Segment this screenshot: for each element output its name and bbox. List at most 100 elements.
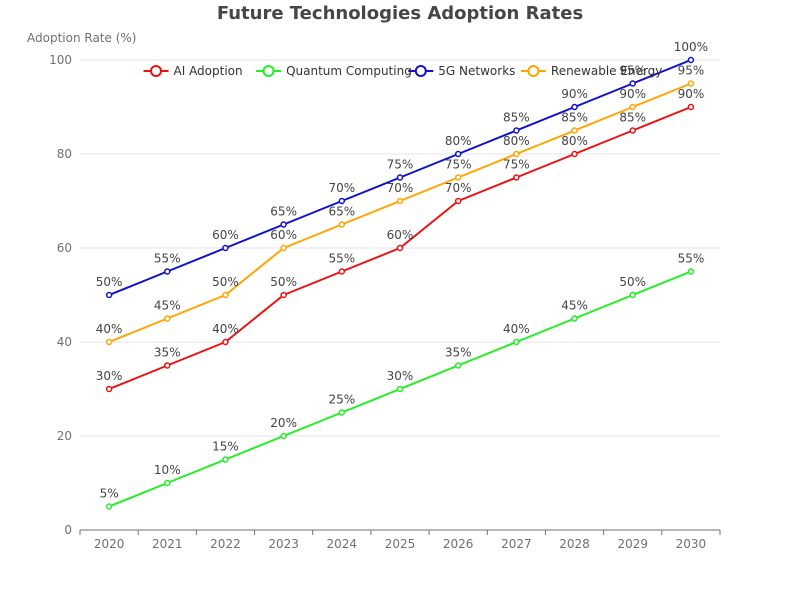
chart-title: Future Technologies Adoption Rates: [217, 3, 583, 24]
data-label-renewable-energy: 60%: [270, 228, 297, 242]
data-point-5g-networks[interactable]: [164, 268, 171, 275]
data-point-quantum-computing[interactable]: [105, 503, 113, 510]
y-tick-label: 80: [57, 147, 72, 161]
data-point-5g-networks[interactable]: [629, 80, 636, 87]
data-label-5g-networks: 65%: [270, 205, 297, 219]
data-label-ai-adoption: 70%: [445, 181, 472, 195]
data-label-renewable-energy: 40%: [96, 322, 123, 336]
data-label-renewable-energy: 95%: [678, 64, 705, 78]
data-label-ai-adoption: 35%: [154, 346, 181, 360]
data-label-quantum-computing: 25%: [328, 393, 355, 407]
data-label-5g-networks: 90%: [561, 87, 588, 101]
data-point-renewable-energy[interactable]: [571, 127, 578, 134]
data-point-quantum-computing[interactable]: [396, 385, 404, 393]
legend-item-renewable-energy[interactable]: Renewable Energy: [520, 64, 663, 78]
data-point-ai-adoption[interactable]: [105, 385, 113, 393]
data-label-ai-adoption: 55%: [328, 252, 355, 266]
y-tick-label: 60: [57, 241, 72, 255]
x-tick-label: 2030: [676, 537, 707, 551]
legend-item-5g-networks[interactable]: 5G Networks: [408, 64, 515, 78]
legend-item-ai-adoption[interactable]: AI Adoption: [143, 64, 243, 78]
data-label-renewable-energy: 70%: [387, 181, 414, 195]
data-point-5g-networks[interactable]: [571, 103, 578, 111]
data-point-5g-networks[interactable]: [687, 56, 695, 64]
x-tick-label: 2021: [152, 537, 183, 551]
data-point-quantum-computing[interactable]: [338, 409, 346, 416]
data-point-renewable-energy[interactable]: [105, 338, 113, 346]
legend[interactable]: AI Adoption Quantum Computing 5G Networks R…: [143, 64, 663, 78]
data-point-5g-networks[interactable]: [338, 197, 346, 205]
data-point-ai-adoption[interactable]: [571, 150, 578, 158]
data-point-ai-adoption[interactable]: [454, 197, 462, 205]
y-tick-label: 0: [64, 523, 72, 537]
series-line-renewable-energy[interactable]: [108, 82, 692, 343]
data-point-renewable-energy[interactable]: [513, 150, 520, 158]
data-point-renewable-energy[interactable]: [338, 221, 346, 228]
legend-label: 5G Networks: [438, 64, 515, 78]
data-point-5g-networks[interactable]: [222, 244, 229, 252]
data-point-5g-networks[interactable]: [105, 291, 113, 299]
legend-swatch-marker: [150, 65, 162, 77]
legend-item-quantum-computing[interactable]: Quantum Computing: [256, 64, 412, 78]
x-tick-label: 2027: [501, 537, 532, 551]
data-point-renewable-energy[interactable]: [454, 174, 462, 181]
data-point-5g-networks[interactable]: [280, 221, 287, 228]
data-point-5g-networks[interactable]: [396, 174, 404, 181]
data-point-quantum-computing[interactable]: [164, 479, 171, 487]
data-point-renewable-energy[interactable]: [222, 291, 229, 299]
data-point-quantum-computing[interactable]: [280, 432, 287, 440]
legend-swatch-marker: [262, 65, 275, 77]
data-point-5g-networks[interactable]: [513, 127, 520, 134]
data-label-quantum-computing: 20%: [270, 416, 297, 430]
data-point-ai-adoption[interactable]: [687, 103, 695, 111]
data-point-ai-adoption[interactable]: [629, 127, 636, 134]
data-point-ai-adoption[interactable]: [164, 362, 171, 369]
data-point-quantum-computing[interactable]: [629, 291, 636, 299]
data-label-quantum-computing: 45%: [561, 299, 588, 313]
data-label-renewable-energy: 65%: [328, 205, 355, 219]
data-point-ai-adoption[interactable]: [396, 244, 404, 252]
data-label-ai-adoption: 80%: [561, 134, 588, 148]
data-point-renewable-energy[interactable]: [396, 197, 404, 205]
data-point-renewable-energy[interactable]: [629, 103, 636, 111]
legend-swatch-marker: [527, 65, 540, 77]
y-tick-label: 100: [49, 53, 72, 67]
data-point-renewable-energy[interactable]: [687, 80, 695, 87]
x-tick-label: 2029: [617, 537, 648, 551]
x-tick-label: 2024: [327, 537, 358, 551]
data-label-quantum-computing: 10%: [154, 463, 181, 477]
x-tick-label: 2026: [443, 537, 474, 551]
data-label-renewable-energy: 75%: [445, 158, 472, 172]
data-point-ai-adoption[interactable]: [222, 338, 229, 346]
data-point-5g-networks[interactable]: [454, 150, 462, 158]
data-label-ai-adoption: 90%: [678, 87, 705, 101]
series-lines: [105, 56, 695, 510]
data-label-quantum-computing: 40%: [503, 322, 530, 336]
axes: 0 20 40 60 80 100 2020 2021 2022 2023 2024 2025 2026…: [49, 53, 721, 551]
data-point-quantum-computing[interactable]: [513, 338, 520, 346]
data-label-renewable-energy: 80%: [503, 134, 530, 148]
x-tick-label: 2028: [559, 537, 590, 551]
data-labels: 30% 35% 40% 50% 55% 60% 70% 75% 80% 85% 90% 5% 10% 15…: [96, 40, 708, 501]
data-label-5g-networks: 70%: [328, 181, 355, 195]
data-label-5g-networks: 60%: [212, 228, 239, 242]
data-point-quantum-computing[interactable]: [571, 315, 578, 322]
data-point-ai-adoption[interactable]: [338, 268, 346, 275]
data-point-ai-adoption[interactable]: [513, 174, 520, 181]
data-point-quantum-computing[interactable]: [687, 268, 695, 275]
data-point-renewable-energy[interactable]: [280, 244, 287, 252]
data-point-renewable-energy[interactable]: [164, 315, 171, 322]
data-label-renewable-energy: 90%: [619, 87, 646, 101]
data-label-quantum-computing: 35%: [445, 346, 472, 360]
data-point-ai-adoption[interactable]: [280, 291, 287, 299]
data-point-quantum-computing[interactable]: [222, 456, 229, 463]
data-label-ai-adoption: 75%: [503, 158, 530, 172]
y-tick-label: 40: [57, 335, 72, 349]
data-label-renewable-energy: 45%: [154, 299, 181, 313]
data-point-quantum-computing[interactable]: [454, 362, 462, 369]
x-tick-label: 2025: [385, 537, 416, 551]
x-tick-label: 2022: [210, 537, 241, 551]
data-label-5g-networks: 75%: [387, 158, 414, 172]
